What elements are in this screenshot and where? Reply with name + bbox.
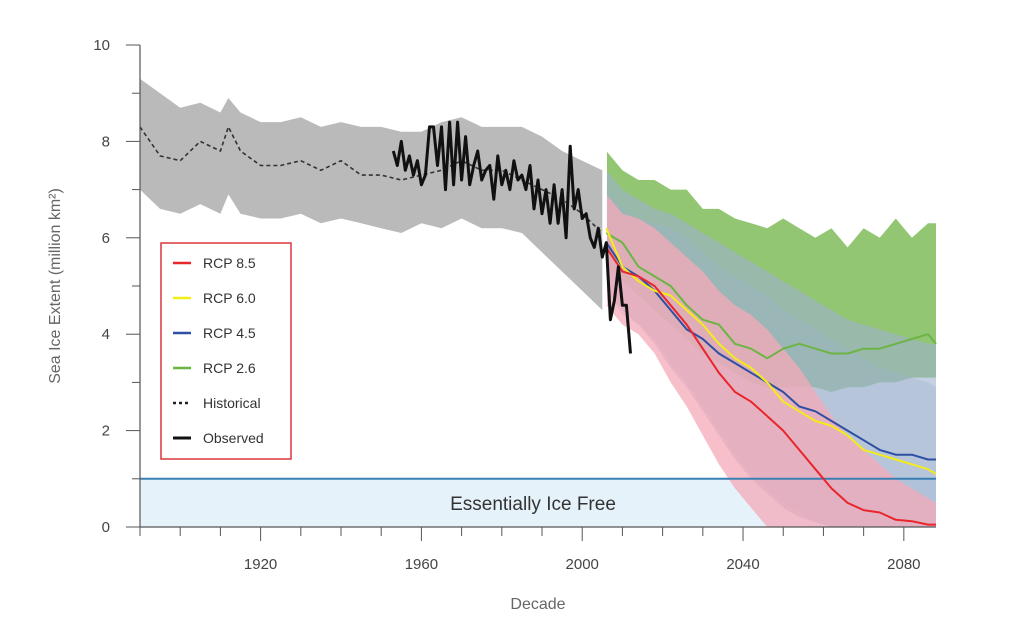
y-tick-label: 0 (102, 519, 110, 536)
legend-item: RCP 6.0 (173, 290, 256, 306)
line-rcp-8-5 (605, 246, 936, 526)
x-tick-label: 1920 (244, 556, 277, 573)
y-tick-label: 6 (102, 230, 110, 247)
legend-item: RCP 8.5 (173, 255, 256, 271)
ice-free-annotation: Essentially Ice Free (450, 494, 616, 515)
observed-line (391, 120, 632, 354)
x-axis-title: Decade (510, 596, 565, 613)
y-tick-label: 4 (102, 326, 110, 343)
legend-label: RCP 6.0 (203, 290, 256, 306)
y-tick-label: 2 (102, 423, 110, 440)
y-tick-label: 8 (102, 133, 110, 150)
line-rcp-4-5 (605, 242, 936, 461)
axes: 0 2 4 6 8 10 1920 1960 2000 2040 2080 (93, 37, 936, 573)
y-axis-title: Sea Ice Extent (million km²) (47, 188, 64, 384)
x-tick-label: 2080 (887, 556, 920, 573)
legend-label: RCP 8.5 (203, 255, 256, 271)
legend-label: Historical (203, 395, 261, 411)
legend-label: RCP 2.6 (203, 360, 256, 376)
legend-item: Observed (173, 430, 264, 446)
legend-item: RCP 4.5 (173, 325, 256, 341)
series-lines (139, 120, 937, 526)
uncertainty-bands (140, 78, 936, 528)
line-rcp-6-0 (605, 227, 937, 475)
y-tick-label: 10 (93, 37, 110, 54)
x-tick-label: 2000 (566, 556, 599, 573)
legend-label: RCP 4.5 (203, 325, 256, 341)
legend-item: Historical (173, 395, 261, 411)
line-rcp-2-6 (605, 232, 937, 360)
x-tick-label: 2040 (726, 556, 759, 573)
legend-item: RCP 2.6 (173, 360, 256, 376)
historical-band (140, 78, 603, 311)
band-rcp-8-5 (606, 194, 936, 527)
x-tick-label: 1960 (405, 556, 438, 573)
legend: RCP 8.5 RCP 6.0 RCP 4.5 RCP 2.6 Historical Ob… (160, 242, 292, 460)
legend-box (160, 242, 292, 460)
legend-label: Observed (203, 430, 264, 446)
